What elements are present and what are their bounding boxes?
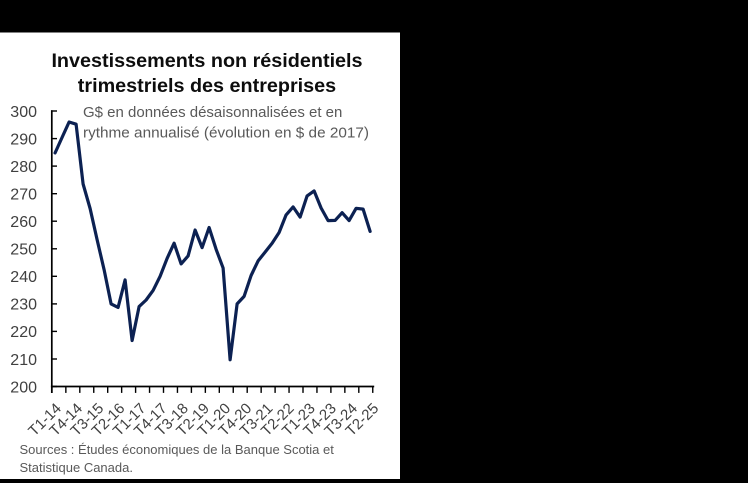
svg-text:210: 210 xyxy=(10,352,37,369)
svg-text:230: 230 xyxy=(10,297,37,314)
svg-text:290: 290 xyxy=(10,131,37,148)
svg-text:260: 260 xyxy=(10,214,37,231)
svg-text:Statistique Canada.: Statistique Canada. xyxy=(20,460,133,475)
svg-text:rythme annualisé (évolution en: rythme annualisé (évolution en $ de 2017… xyxy=(83,124,369,141)
svg-text:280: 280 xyxy=(10,159,37,176)
svg-text:200: 200 xyxy=(10,379,37,396)
svg-text:G$ en données désaisonnalisées: G$ en données désaisonnalisées et en xyxy=(83,104,342,121)
svg-text:trimestriels des entreprises: trimestriels des entreprises xyxy=(78,75,336,97)
svg-text:Investissements non résidentie: Investissements non résidentiels xyxy=(51,50,362,72)
svg-text:300: 300 xyxy=(10,104,37,121)
svg-text:250: 250 xyxy=(10,242,37,259)
svg-text:240: 240 xyxy=(10,269,37,286)
svg-text:220: 220 xyxy=(10,324,37,341)
svg-text:Sources : Études économiques d: Sources : Études économiques de la Banqu… xyxy=(20,442,335,457)
svg-text:270: 270 xyxy=(10,187,37,204)
